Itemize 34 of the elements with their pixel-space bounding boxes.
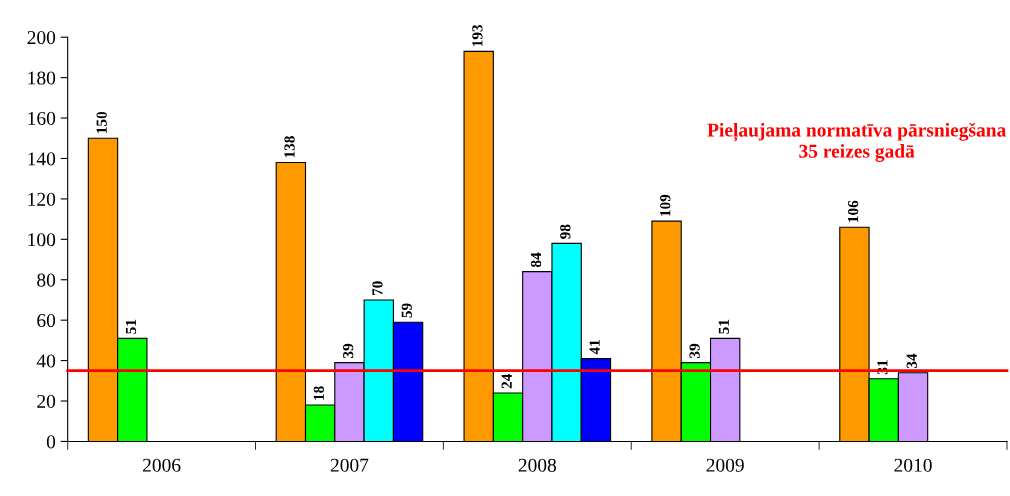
y-tick-label: 80 xyxy=(37,273,56,287)
y-tick-label: 0 xyxy=(46,435,56,449)
data-label: 109 xyxy=(660,194,671,216)
data-label: 193 xyxy=(472,24,483,47)
y-tick-label: 40 xyxy=(36,354,56,368)
data-label: 138 xyxy=(284,136,295,158)
y-tick-label: 160 xyxy=(28,111,56,125)
data-label: 84 xyxy=(530,252,542,268)
data-label: 39 xyxy=(689,343,700,358)
y-tick-label: 60 xyxy=(37,313,56,328)
y-tick-label: 140 xyxy=(28,152,56,166)
data-label: 51 xyxy=(125,319,137,334)
data-label: 41 xyxy=(589,340,600,355)
y-tick-label: 180 xyxy=(28,71,56,85)
data-label: 51 xyxy=(718,319,729,334)
data-label: 24 xyxy=(501,373,512,389)
data-label: 39 xyxy=(343,343,354,358)
data-label: 59 xyxy=(401,303,412,318)
x-tick-label: 2007 xyxy=(330,458,369,472)
x-tick-label: 2006 xyxy=(143,458,181,472)
x-tick-label: 2010 xyxy=(894,458,932,472)
data-label: 106 xyxy=(847,200,859,222)
x-tick-label: 2009 xyxy=(706,458,744,472)
data-label: 18 xyxy=(313,386,324,400)
y-tick-label: 100 xyxy=(28,233,56,247)
y-tick-label: 20 xyxy=(37,394,56,408)
data-label: 34 xyxy=(906,353,917,369)
data-label: 98 xyxy=(560,224,571,239)
y-tick-label: 120 xyxy=(28,192,56,206)
ref-line-label: Pieļaujama normatīva pārsniegšana 35 reizes gadā xyxy=(707,122,1006,162)
data-label: 70 xyxy=(372,281,383,296)
y-tick-label: 200 xyxy=(27,31,56,45)
data-label: 150 xyxy=(96,111,107,133)
x-tick-label: 2008 xyxy=(518,458,557,472)
